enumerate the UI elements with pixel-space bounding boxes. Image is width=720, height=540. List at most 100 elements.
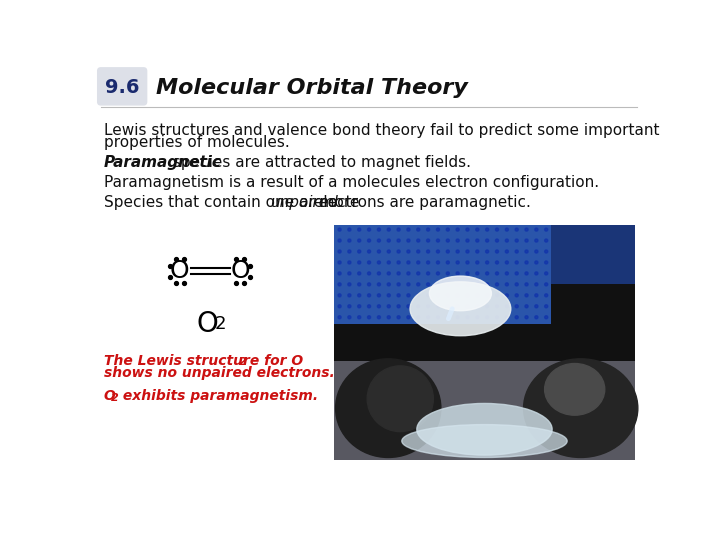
Ellipse shape [466, 294, 469, 297]
Ellipse shape [535, 272, 538, 275]
Ellipse shape [476, 261, 479, 264]
Text: Species that contain one or more: Species that contain one or more [104, 195, 364, 210]
Ellipse shape [476, 316, 479, 319]
Ellipse shape [338, 283, 341, 286]
Ellipse shape [495, 283, 498, 286]
Ellipse shape [495, 272, 498, 275]
Ellipse shape [456, 250, 459, 253]
Ellipse shape [417, 272, 420, 275]
Ellipse shape [505, 228, 508, 231]
Text: shows no unpaired electrons.: shows no unpaired electrons. [104, 366, 335, 380]
Ellipse shape [505, 239, 508, 242]
Bar [551, 225, 635, 284]
Ellipse shape [476, 239, 479, 242]
Ellipse shape [387, 294, 390, 297]
Ellipse shape [436, 228, 439, 231]
Ellipse shape [495, 228, 498, 231]
Ellipse shape [476, 305, 479, 308]
Text: O: O [104, 389, 116, 403]
Ellipse shape [525, 261, 528, 264]
Ellipse shape [367, 250, 371, 253]
Ellipse shape [387, 228, 390, 231]
Ellipse shape [417, 228, 420, 231]
Ellipse shape [466, 316, 469, 319]
Ellipse shape [407, 239, 410, 242]
Ellipse shape [407, 272, 410, 275]
Ellipse shape [358, 272, 361, 275]
Text: Lewis structures and valence bond theory fail to predict some important: Lewis structures and valence bond theory… [104, 123, 660, 138]
Ellipse shape [476, 250, 479, 253]
Ellipse shape [417, 239, 420, 242]
Ellipse shape [397, 272, 400, 275]
Ellipse shape [515, 228, 518, 231]
Ellipse shape [426, 316, 430, 319]
Ellipse shape [476, 294, 479, 297]
Ellipse shape [535, 250, 538, 253]
Ellipse shape [367, 305, 371, 308]
Ellipse shape [456, 272, 459, 275]
Ellipse shape [544, 239, 548, 242]
Ellipse shape [456, 239, 459, 242]
Ellipse shape [338, 316, 341, 319]
Ellipse shape [544, 228, 548, 231]
Ellipse shape [495, 316, 498, 319]
Ellipse shape [426, 305, 430, 308]
Ellipse shape [485, 261, 489, 264]
Ellipse shape [407, 261, 410, 264]
Ellipse shape [348, 294, 351, 297]
Ellipse shape [515, 272, 518, 275]
Text: The Lewis structure for O: The Lewis structure for O [104, 354, 303, 368]
Ellipse shape [377, 294, 380, 297]
Ellipse shape [446, 228, 449, 231]
Ellipse shape [348, 283, 351, 286]
Ellipse shape [358, 250, 361, 253]
Ellipse shape [436, 261, 439, 264]
Ellipse shape [456, 305, 459, 308]
Ellipse shape [466, 283, 469, 286]
Ellipse shape [456, 261, 459, 264]
Ellipse shape [367, 366, 433, 431]
Ellipse shape [535, 261, 538, 264]
Ellipse shape [544, 250, 548, 253]
Text: Molecular Orbital Theory: Molecular Orbital Theory [156, 78, 468, 98]
Ellipse shape [505, 305, 508, 308]
Ellipse shape [417, 294, 420, 297]
Ellipse shape [485, 272, 489, 275]
Ellipse shape [446, 261, 449, 264]
Text: unpaired: unpaired [271, 195, 338, 210]
Ellipse shape [505, 283, 508, 286]
Ellipse shape [456, 294, 459, 297]
Ellipse shape [544, 283, 548, 286]
Ellipse shape [387, 239, 390, 242]
Ellipse shape [525, 239, 528, 242]
Text: exhibits paramagnetism.: exhibits paramagnetism. [118, 389, 318, 403]
Ellipse shape [515, 239, 518, 242]
Ellipse shape [348, 261, 351, 264]
Text: properties of molecules.: properties of molecules. [104, 135, 289, 150]
Ellipse shape [417, 316, 420, 319]
Ellipse shape [407, 305, 410, 308]
Text: Paramagnetic: Paramagnetic [104, 155, 222, 170]
Ellipse shape [535, 305, 538, 308]
Ellipse shape [402, 424, 567, 457]
Ellipse shape [338, 272, 341, 275]
Ellipse shape [426, 272, 430, 275]
Ellipse shape [348, 239, 351, 242]
Ellipse shape [436, 250, 439, 253]
Ellipse shape [535, 239, 538, 242]
Ellipse shape [495, 261, 498, 264]
Ellipse shape [446, 305, 449, 308]
Ellipse shape [397, 239, 400, 242]
Ellipse shape [505, 294, 508, 297]
Ellipse shape [515, 294, 518, 297]
Ellipse shape [417, 250, 420, 253]
Ellipse shape [348, 228, 351, 231]
Ellipse shape [485, 316, 489, 319]
Ellipse shape [436, 283, 439, 286]
Ellipse shape [426, 261, 430, 264]
Ellipse shape [407, 283, 410, 286]
Ellipse shape [397, 305, 400, 308]
Ellipse shape [544, 272, 548, 275]
Ellipse shape [523, 359, 638, 457]
Ellipse shape [495, 250, 498, 253]
